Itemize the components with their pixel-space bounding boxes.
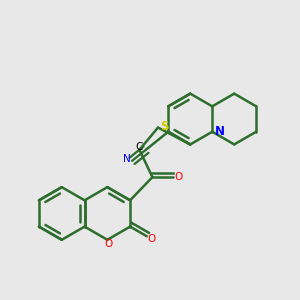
- Text: C: C: [136, 142, 143, 152]
- Text: O: O: [147, 234, 155, 244]
- Text: S: S: [160, 120, 169, 133]
- Text: O: O: [175, 172, 183, 182]
- Text: O: O: [105, 238, 113, 248]
- Text: N: N: [123, 154, 131, 164]
- Text: N: N: [215, 124, 225, 138]
